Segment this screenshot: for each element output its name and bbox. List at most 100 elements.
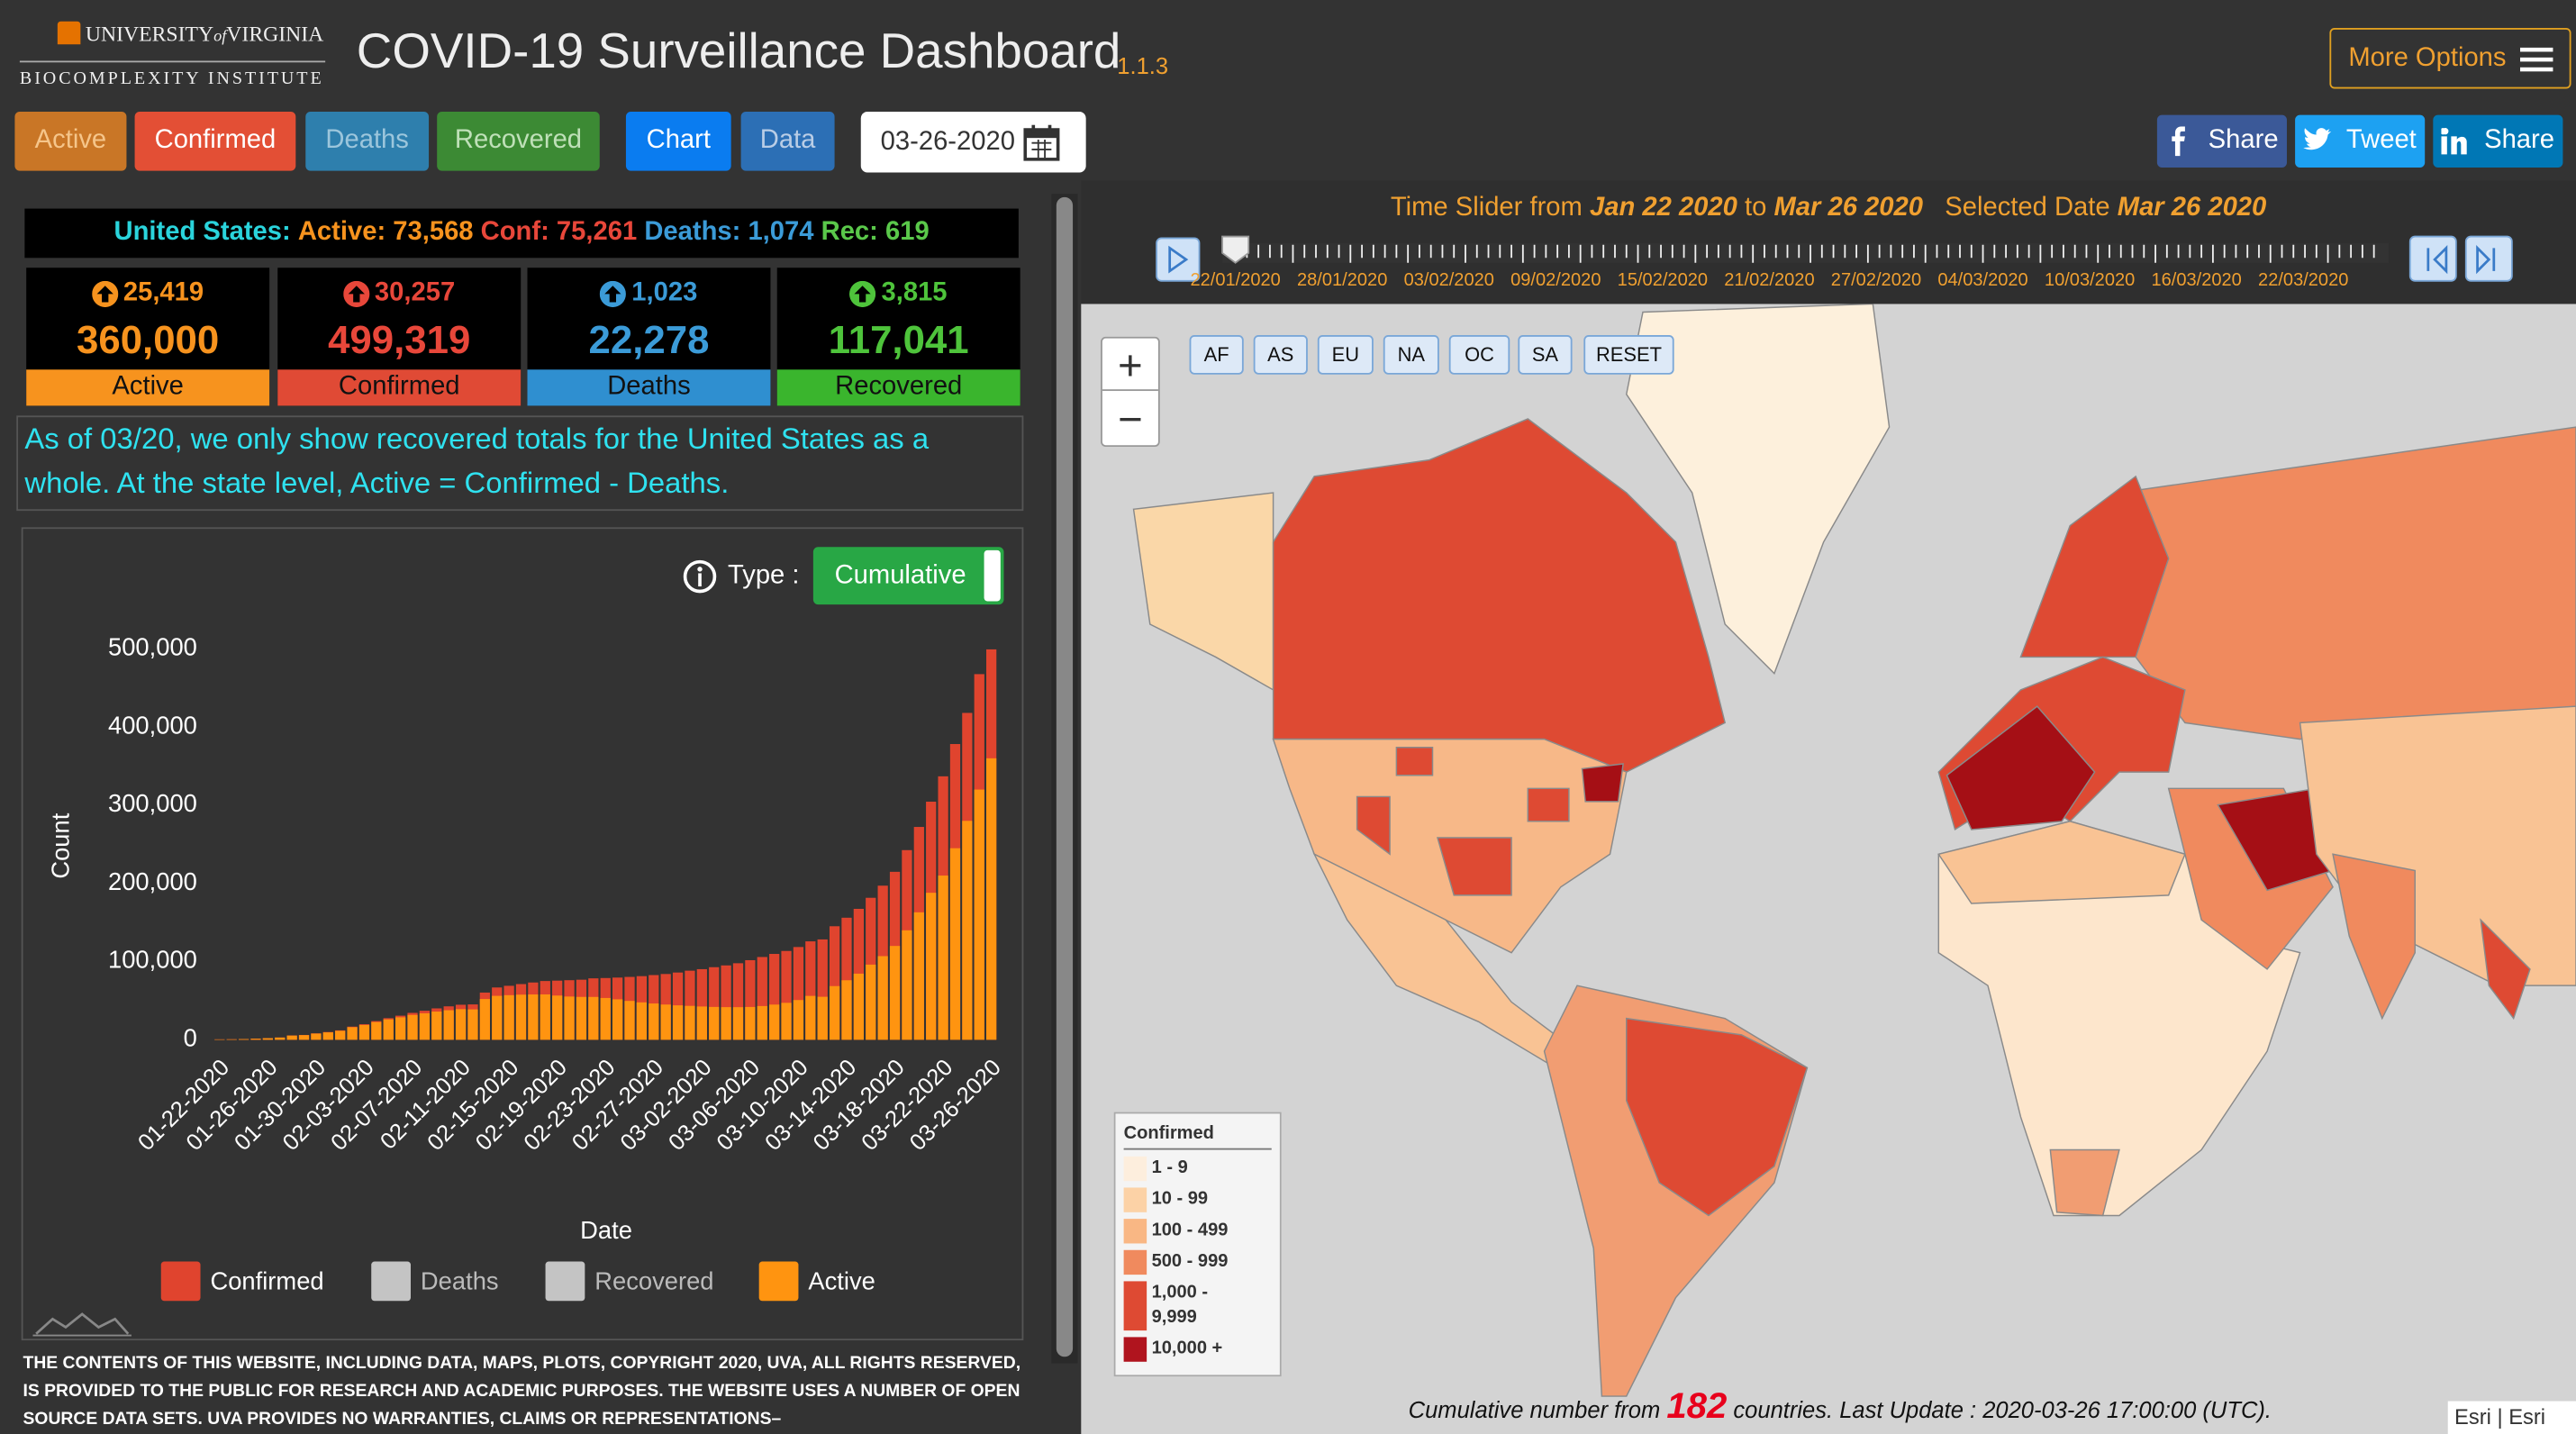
bar <box>696 968 707 1040</box>
scrollbar-thumb[interactable] <box>1056 196 1074 1357</box>
bar <box>696 1006 707 1040</box>
slider-date: Jan 22 2020 <box>1589 194 1737 222</box>
bar <box>576 996 587 1040</box>
legend-label[interactable]: Recovered <box>594 1266 713 1294</box>
slider-thumb[interactable] <box>1221 235 1250 264</box>
bar <box>528 994 539 1040</box>
zoom-control: + − <box>1101 336 1160 448</box>
bar <box>769 954 780 1040</box>
view-button[interactable]: Chart <box>625 112 731 171</box>
bar <box>383 1019 394 1040</box>
y-tick-label: 100,000 <box>108 946 197 974</box>
bar <box>732 1007 744 1040</box>
bar <box>515 994 527 1040</box>
change-value: 30,257 <box>374 279 456 308</box>
bar <box>322 1032 333 1040</box>
stat-total: 22,278 <box>588 318 710 364</box>
country-shape <box>1625 304 1891 675</box>
bar <box>949 848 961 1040</box>
region-button[interactable]: SA <box>1518 335 1573 375</box>
legend-label[interactable]: Active <box>808 1266 875 1294</box>
slider-tick-label: 15/02/2020 <box>1618 270 1708 290</box>
share-button[interactable]: Tweet <box>2295 114 2426 168</box>
bar <box>564 996 575 1040</box>
legend-label[interactable]: Deaths <box>421 1266 499 1294</box>
slider-panel <box>1081 180 2576 304</box>
share-label: Share <box>2484 126 2555 155</box>
share-button[interactable]: Share <box>2156 114 2287 168</box>
bar <box>262 1038 273 1040</box>
metric-button[interactable]: Confirmed <box>134 112 296 171</box>
region-button[interactable]: NA <box>1383 335 1439 375</box>
bar <box>938 876 948 1040</box>
bar <box>913 912 924 1040</box>
zoom-in[interactable]: + <box>1102 339 1158 392</box>
legend-label: 1 - 9 <box>1151 1157 1188 1178</box>
share-button[interactable]: Share <box>2433 114 2563 168</box>
bar <box>588 996 599 1040</box>
info-icon[interactable] <box>682 558 718 594</box>
world-map[interactable] <box>1081 304 2576 1434</box>
logo-institute: BIOCOMPLEXITY INSTITUTE <box>19 68 324 89</box>
legend-label[interactable]: Confirmed <box>210 1266 323 1294</box>
region-button[interactable]: RESET <box>1583 335 1674 375</box>
bar <box>986 758 997 1040</box>
bar <box>612 999 623 1040</box>
more-options-button[interactable]: More Options <box>2329 28 2571 89</box>
legend-row: 100 - 499 <box>1123 1219 1272 1244</box>
region-button[interactable]: AS <box>1253 335 1308 375</box>
up-icon-arrow <box>348 286 365 303</box>
up-icon-arrow <box>855 286 872 303</box>
bar <box>624 1001 635 1040</box>
zoom-out[interactable]: − <box>1118 394 1143 444</box>
legend-swatch[interactable] <box>371 1261 411 1302</box>
bar <box>769 1004 780 1040</box>
legend-swatch[interactable] <box>545 1261 585 1302</box>
bar <box>829 985 840 1040</box>
legend-row: 1,000 - 9,999 <box>1123 1281 1272 1331</box>
logo-word: VIRGINIA <box>226 21 324 47</box>
metric-button[interactable]: Active <box>14 112 127 171</box>
attribution: Esri | Esri <box>2447 1401 2576 1434</box>
bar <box>793 1000 804 1040</box>
bar <box>311 1033 322 1040</box>
step-back-button[interactable] <box>2408 235 2457 282</box>
bar <box>407 1014 418 1040</box>
stat-box: 1,023 22,278 Deaths <box>527 268 771 406</box>
bar <box>660 1004 671 1040</box>
legend-swatch[interactable] <box>758 1261 799 1302</box>
type-toggle[interactable]: Cumulative <box>812 547 1004 605</box>
toggle-label: Cumulative <box>834 560 966 589</box>
stat-label: Active <box>26 369 270 406</box>
bar <box>817 939 828 1040</box>
stat-change: 25,419 <box>26 279 269 309</box>
bar <box>841 917 852 1040</box>
metric-button[interactable]: Recovered <box>437 112 600 171</box>
map-legend: Confirmed 1 - 9 10 - 99 100 - 499 500 - 999… <box>1113 1112 1282 1377</box>
date-picker[interactable]: 03-26-2020 <box>860 112 1086 173</box>
state-shape <box>1581 763 1624 803</box>
slider-tick-label: 10/03/2020 <box>2045 270 2135 290</box>
view-button[interactable]: Data <box>740 112 835 171</box>
region-button[interactable]: AF <box>1189 335 1244 375</box>
change-value: 3,815 <box>881 279 948 308</box>
time-slider[interactable]: 22/01/2020 28/01/2020 03/02/2020 09/02/2020… <box>1081 227 2576 304</box>
bar <box>479 999 490 1040</box>
status-text: Cumulative number from <box>1408 1396 1661 1423</box>
logo-word: UNIVERSITY <box>85 21 214 47</box>
play-button[interactable] <box>1156 237 1201 282</box>
region-button[interactable]: EU <box>1317 335 1374 375</box>
metric-button[interactable]: Deaths <box>305 112 430 171</box>
logo-text: UNIVERSITYofVIRGINIA <box>86 22 323 48</box>
toggle-knob <box>984 549 1001 602</box>
bar <box>649 1003 659 1040</box>
legend-swatch[interactable] <box>160 1261 201 1302</box>
stat-change: 3,815 <box>777 279 1020 309</box>
logo-icon <box>57 21 81 45</box>
bar <box>431 1012 442 1040</box>
legend-swatch <box>1123 1281 1147 1331</box>
bar <box>732 963 744 1040</box>
map-status: Cumulative number from 182 countries. La… <box>1081 1384 2576 1427</box>
region-button[interactable]: OC <box>1448 335 1510 375</box>
